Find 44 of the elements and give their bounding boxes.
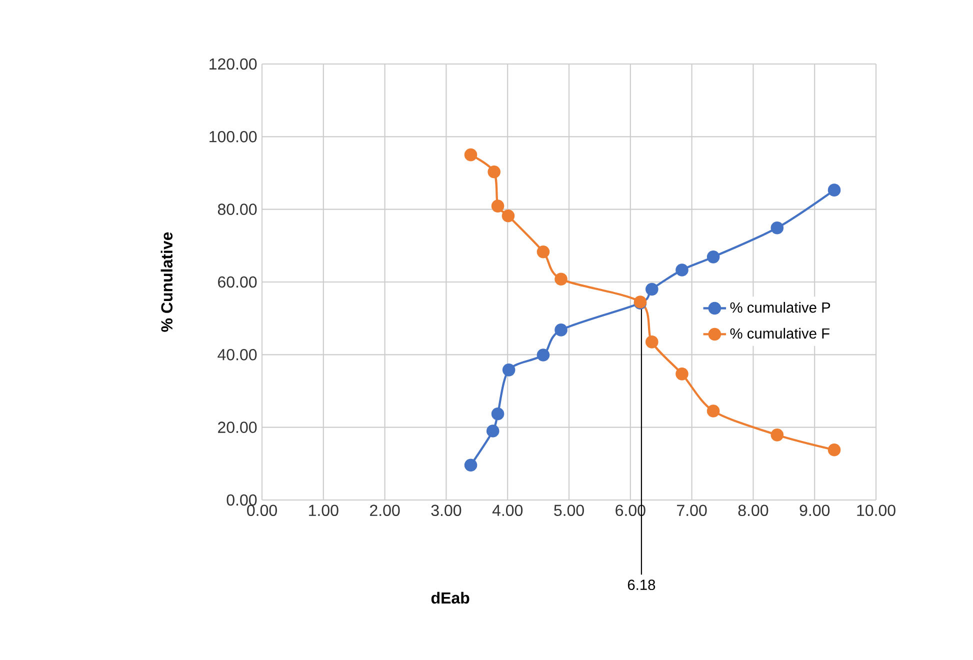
ref-line-label: 6.18: [628, 580, 656, 590]
point: [770, 428, 784, 442]
x-tick-label: 4.00: [492, 504, 523, 516]
y-tick-label: 60.00: [218, 276, 257, 288]
x-tick-label: 7.00: [677, 504, 707, 516]
point: [645, 282, 658, 296]
point: [706, 404, 720, 418]
y-axis-title: % Cunulative: [160, 232, 173, 332]
point: [536, 348, 550, 362]
y-tick-label: 80.00: [218, 204, 257, 215]
y-tick-label: 0.00: [226, 494, 257, 506]
point: [536, 245, 550, 258]
x-tick-label: 3.00: [431, 504, 462, 516]
y-tick-label: 100.00: [210, 131, 257, 142]
y-tick-label: 20.00: [218, 422, 257, 433]
x-axis-title: dEab: [431, 592, 470, 604]
point: [464, 148, 478, 162]
point: [464, 458, 478, 472]
point: [828, 443, 841, 456]
point: [676, 264, 688, 276]
x-tick-label: 5.00: [554, 504, 584, 516]
x-tick-label: 8.00: [738, 504, 768, 516]
point: [554, 272, 568, 286]
point: [676, 368, 688, 380]
point: [502, 209, 515, 222]
x-tick-label: 10.00: [857, 504, 896, 516]
x-tick-label: 1.00: [309, 504, 338, 516]
y-tick-label: 40.00: [218, 349, 257, 360]
point: [645, 336, 658, 348]
point: [554, 324, 568, 336]
y-tick-label: 120.00: [210, 58, 257, 70]
x-tick-label: 0.00: [247, 504, 277, 516]
x-tick-label: 2.00: [370, 504, 400, 516]
point: [828, 184, 841, 196]
x-tick-label: 9.00: [800, 504, 830, 516]
legend-label: % cumulative F: [730, 328, 830, 339]
point: [491, 200, 504, 212]
point: [491, 407, 504, 420]
legend-label: % cumulative P: [730, 302, 830, 313]
point: [486, 424, 500, 438]
point: [488, 166, 500, 178]
point: [502, 364, 516, 376]
point: [770, 221, 784, 234]
point: [706, 250, 720, 264]
